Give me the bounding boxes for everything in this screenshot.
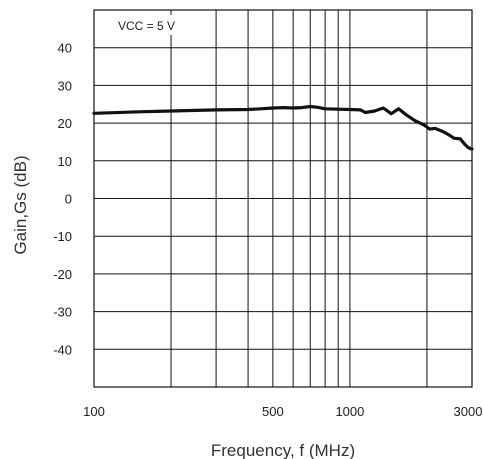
y-tick-label: 30 (58, 78, 72, 93)
vcc-annotation: VCC = 5 V (118, 19, 175, 33)
chart-grid (93, 9, 473, 388)
y-tick-label: 20 (58, 116, 72, 131)
y-tick-label: 0 (65, 192, 72, 207)
y-tick-label: 40 (58, 41, 72, 56)
y-tick-label: -10 (53, 229, 72, 244)
x-tick-labels: 100 500 1000 3000 (83, 404, 482, 419)
annotation-background (112, 15, 198, 35)
y-tick-label: -20 (53, 267, 72, 282)
x-tick-label: 3000 (454, 404, 483, 419)
plot-frame (93, 9, 473, 388)
y-tick-label: -40 (53, 342, 72, 357)
x-tick-label: 1000 (335, 404, 364, 419)
y-tick-label: 10 (58, 154, 72, 169)
x-axis-label: Frequency, f (MHz) (211, 441, 355, 459)
y-tick-label: -30 (53, 305, 72, 320)
x-tick-label: 500 (262, 404, 284, 419)
y-axis-label: Gain,Gs (dB) (11, 155, 30, 254)
y-tick-labels: 40 30 20 10 0 -10 -20 -30 -40 (53, 41, 72, 358)
series-line-gain (92, 104, 474, 151)
x-tick-label: 100 (83, 404, 105, 419)
